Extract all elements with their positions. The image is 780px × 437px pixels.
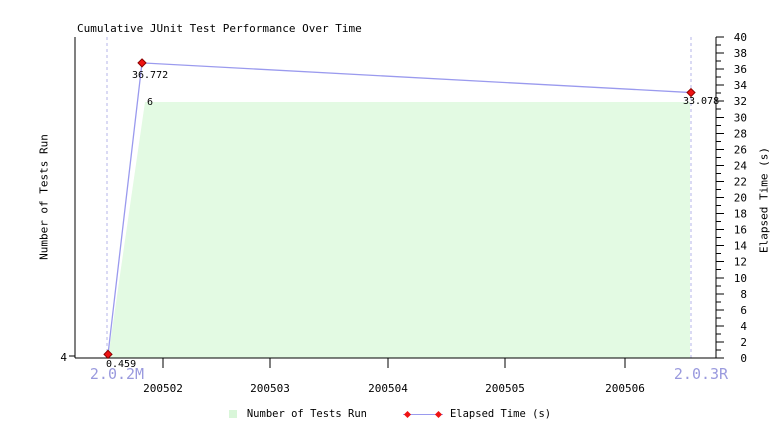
legend: Number of Tests Run Elapsed Time (s) — [0, 405, 780, 423]
data-point-marker — [103, 349, 113, 360]
diamond-marker-icon — [403, 410, 412, 418]
right-axis-tick-label: 14 — [734, 240, 748, 253]
line-swatch-icon — [402, 410, 443, 419]
right-axis-tick-label: 28 — [734, 127, 747, 140]
right-axis-tick-label: 40 — [734, 31, 747, 44]
right-axis-tick-label: 10 — [734, 272, 747, 285]
right-axis-tick-label: 22 — [734, 175, 747, 188]
right-axis-tick-label: 32 — [734, 95, 747, 108]
data-point-label: 0.459 — [106, 359, 136, 370]
right-axis-tick-label: 34 — [734, 79, 748, 92]
legend-label-tests-run: Number of Tests Run — [246, 408, 367, 420]
x-axis-tick-label: 200505 — [485, 382, 525, 395]
left-axis-tick-label: 4 — [60, 351, 67, 364]
x-axis-tick-label: 200503 — [250, 382, 290, 395]
tests-run-area — [108, 102, 690, 358]
data-point-label: 36.772 — [132, 70, 168, 81]
area-swatch-icon — [228, 410, 237, 418]
right-axis-tick-label: 12 — [734, 256, 747, 269]
right-axis-title: Elapsed Time (s) — [757, 147, 771, 253]
right-axis-tick-label: 38 — [734, 47, 747, 60]
right-axis-tick-label: 6 — [740, 304, 747, 317]
right-axis-tick-label: 16 — [734, 224, 747, 237]
right-axis-tick-label: 24 — [734, 159, 748, 172]
legend-item-tests-run: Number of Tests Run — [228, 408, 367, 420]
right-axis-tick-label: 8 — [740, 288, 747, 301]
right-axis-tick-label: 2 — [740, 336, 747, 349]
diamond-marker-icon — [434, 410, 443, 418]
right-axis-tick-label: 18 — [734, 208, 747, 221]
x-axis-tick-label: 200502 — [143, 382, 183, 395]
data-point-label: 33.078 — [683, 96, 719, 107]
data-point-marker — [686, 87, 696, 98]
right-axis-tick-label: 26 — [734, 143, 747, 156]
x-axis-tick-label: 200504 — [368, 382, 408, 395]
version-marker-label: 2.0.3R — [674, 365, 729, 383]
legend-item-elapsed-time: Elapsed Time (s) — [402, 408, 552, 420]
right-axis-tick-label: 20 — [734, 192, 747, 205]
chart-title: Cumulative JUnit Test Performance Over T… — [77, 22, 362, 35]
right-axis-tick-label: 36 — [734, 63, 747, 76]
right-axis-tick-label: 0 — [740, 352, 747, 365]
right-axis-tick-label: 30 — [734, 111, 747, 124]
right-axis-tick-label: 4 — [740, 320, 747, 333]
legend-label-elapsed-time: Elapsed Time (s) — [449, 408, 552, 420]
data-point-marker — [137, 58, 147, 68]
left-axis-title: Number of Tests Run — [37, 134, 51, 260]
legend-line — [402, 413, 443, 415]
x-axis-tick-label: 200506 — [605, 382, 645, 395]
version-marker-label: 2.0.2M — [90, 365, 144, 383]
area-value-label: 6 — [147, 97, 153, 108]
